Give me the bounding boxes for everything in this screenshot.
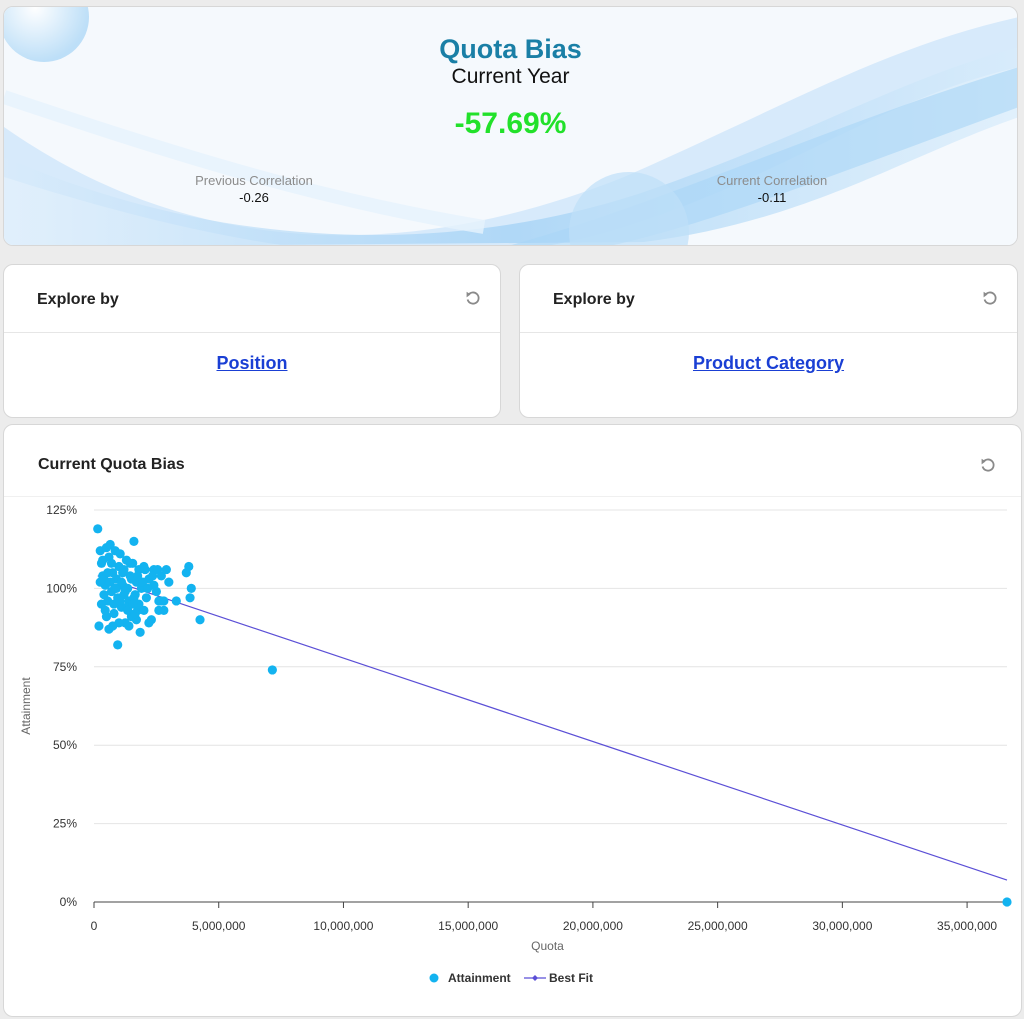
- attainment-point: [135, 627, 145, 637]
- x-tick-label: 20,000,000: [563, 919, 623, 933]
- attainment-point: [138, 577, 148, 587]
- card-title: Explore by: [37, 291, 119, 308]
- attainment-point: [94, 621, 104, 631]
- scatter-chart: 0% 25% 50% 75% 100% 125% 0 5,000,000 10,000,000 1…: [19, 503, 1012, 985]
- decorative-wave-background: [4, 7, 1017, 245]
- y-tick-label: 25%: [53, 817, 77, 831]
- refresh-icon[interactable]: [981, 289, 999, 307]
- attainment-point: [118, 568, 128, 578]
- x-tick-label: 35,000,000: [937, 919, 997, 933]
- attainment-point: [133, 571, 143, 581]
- x-tick-label: 10,000,000: [313, 919, 373, 933]
- refresh-icon[interactable]: [464, 289, 482, 307]
- y-tick-label: 50%: [53, 738, 77, 752]
- attainment-point: [108, 621, 118, 631]
- attainment-point: [139, 605, 149, 615]
- y-axis-title: Attainment: [19, 677, 33, 735]
- attainment-point: [144, 618, 154, 628]
- attainment-point: [116, 577, 127, 587]
- x-axis-title: Quota: [531, 939, 564, 953]
- previous-correlation-value: -0.26: [239, 190, 269, 205]
- attainment-point: [124, 621, 134, 631]
- attainment-point: [105, 577, 115, 587]
- y-tick-label: 0%: [60, 895, 78, 909]
- attainment-point: [1002, 897, 1012, 907]
- x-tick-label: 5,000,000: [192, 919, 246, 933]
- x-tick-label: 25,000,000: [688, 919, 748, 933]
- card-title: Explore by: [553, 291, 635, 308]
- position-link[interactable]: Position: [216, 353, 288, 373]
- explore-by-product-category-card: Explore by Product Category: [519, 264, 1018, 418]
- quota-bias-summary-card: Quota Bias Current Year -57.69% Previous…: [3, 6, 1018, 246]
- period-subtitle: Current Year: [451, 65, 570, 88]
- attainment-point: [100, 605, 110, 615]
- y-tick-label: 100%: [46, 581, 77, 595]
- current-correlation-value: -0.11: [757, 190, 787, 205]
- attainment-point: [164, 577, 174, 587]
- attainment-point: [113, 640, 123, 650]
- previous-correlation: Previous Correlation -0.26: [154, 173, 354, 205]
- attainment-point: [98, 555, 108, 565]
- attainment-point: [93, 524, 103, 534]
- attainment-point: [140, 564, 150, 575]
- attainment-point: [128, 599, 138, 609]
- attainment-point: [184, 561, 194, 572]
- x-tick-label: 0: [91, 919, 98, 933]
- attainment-point: [106, 558, 117, 568]
- chart-title: Current Quota Bias: [38, 456, 185, 473]
- attainment-point: [186, 583, 196, 593]
- x-tick-label: 15,000,000: [438, 919, 498, 933]
- attainment-point: [110, 583, 120, 593]
- attainment-point: [105, 539, 115, 550]
- attainment-point: [103, 568, 113, 578]
- best-fit-line: [97, 575, 1008, 881]
- attainment-point: [115, 549, 125, 559]
- attainment-point: [161, 564, 171, 575]
- attainment-point: [143, 583, 153, 593]
- page-title: Quota Bias: [439, 34, 582, 64]
- attainment-point: [120, 586, 130, 597]
- refresh-icon[interactable]: [979, 456, 997, 474]
- attainment-point: [185, 593, 195, 603]
- legend-attainment-marker: [429, 973, 439, 983]
- current-quota-bias-card: Current Quota Bias 0% 25% 50% 75% 100% 125% 0 5…: [3, 424, 1022, 1017]
- card-header: Explore by: [520, 265, 1017, 333]
- attainment-point: [148, 571, 158, 581]
- previous-correlation-label: Previous Correlation: [195, 173, 313, 188]
- attainment-point: [267, 665, 277, 675]
- legend-best-fit-label: Best Fit: [549, 971, 593, 985]
- current-correlation: Current Correlation -0.11: [672, 173, 872, 205]
- attainment-point: [171, 596, 181, 606]
- current-correlation-label: Current Correlation: [716, 173, 828, 188]
- attainment-point: [123, 605, 133, 615]
- explore-by-position-card: Explore by Position: [3, 264, 501, 418]
- attainment-point: [153, 564, 163, 575]
- legend-attainment-label: Attainment: [448, 971, 511, 985]
- y-tick-label: 75%: [53, 660, 77, 674]
- attainment-point: [156, 596, 166, 606]
- attainment-point: [129, 536, 139, 546]
- attainment-point: [141, 593, 151, 603]
- card-header: Current Quota Bias: [4, 425, 1021, 497]
- product-category-link[interactable]: Product Category: [692, 353, 845, 373]
- attainment-point: [109, 608, 119, 619]
- card-header: Explore by: [4, 265, 500, 333]
- attainment-point: [115, 596, 125, 606]
- attainment-point: [95, 577, 105, 587]
- attainment-point: [125, 558, 135, 568]
- attainment-point: [130, 608, 140, 619]
- attainment-point: [159, 605, 169, 615]
- quota-bias-value: -57.69%: [454, 107, 567, 140]
- legend-best-fit-marker: [532, 975, 538, 981]
- y-tick-label: 125%: [46, 503, 77, 517]
- attainment-point: [195, 615, 205, 625]
- x-tick-label: 30,000,000: [812, 919, 872, 933]
